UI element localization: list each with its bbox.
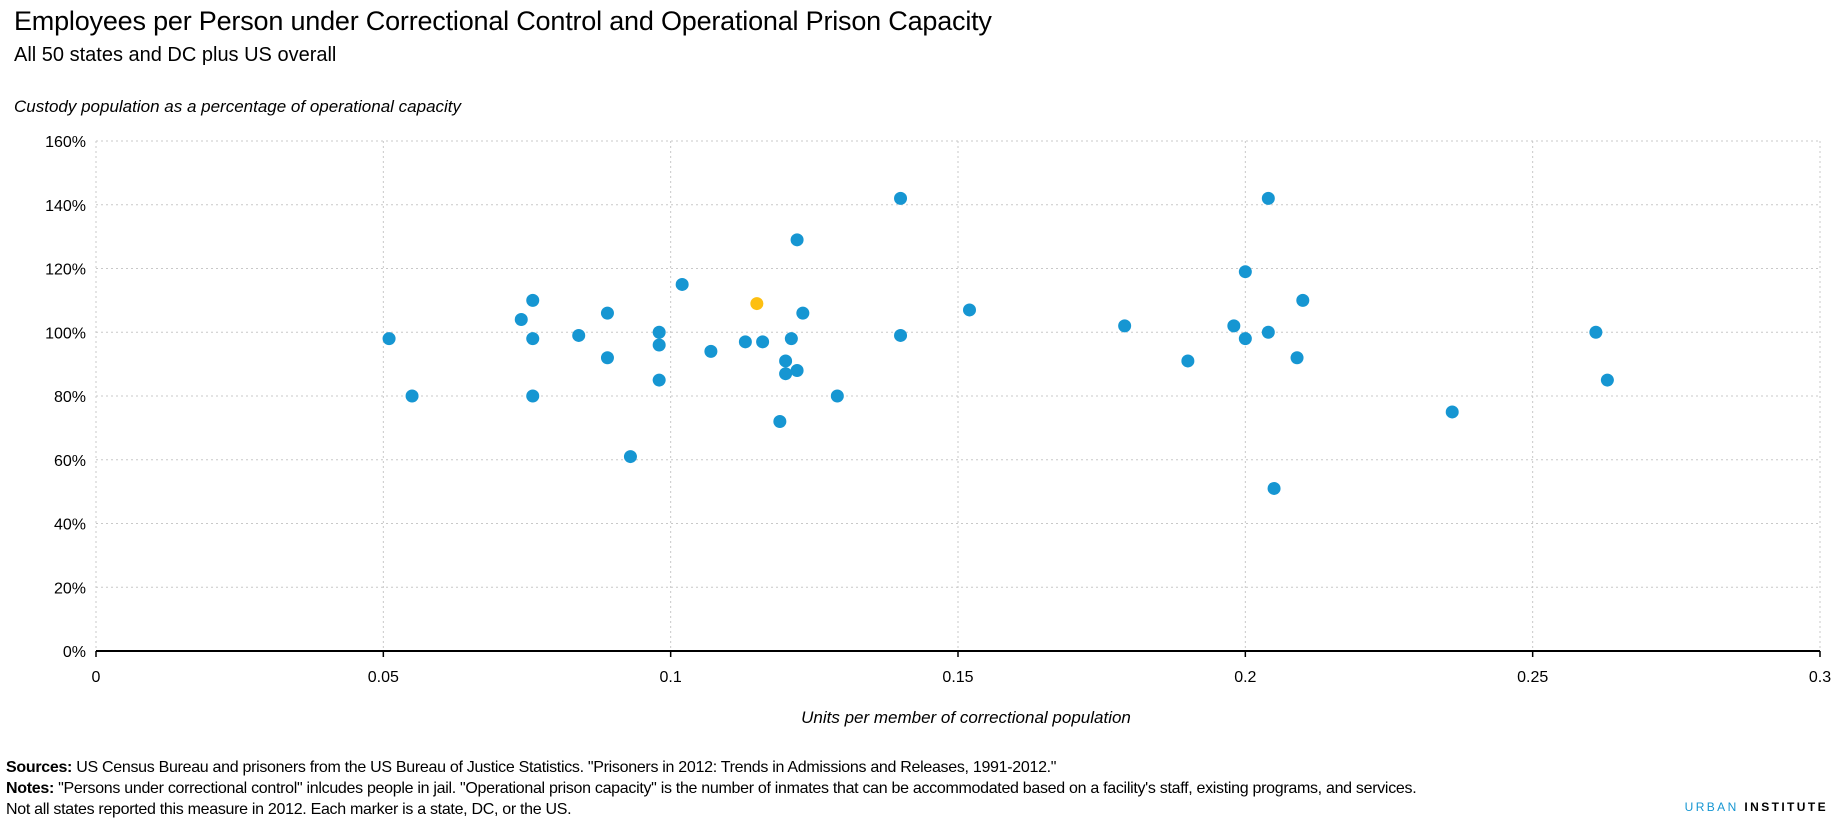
- data-points: [382, 191, 1614, 495]
- data-point: [779, 354, 793, 368]
- data-point: [382, 332, 396, 346]
- y-tick-label: 160%: [45, 134, 86, 151]
- data-point: [796, 306, 810, 320]
- y-tick-label: 80%: [54, 389, 86, 406]
- data-point: [784, 332, 798, 346]
- data-point: [779, 367, 793, 381]
- data-point: [652, 373, 666, 387]
- data-point: [1589, 325, 1603, 339]
- data-point: [526, 332, 540, 346]
- data-point: [830, 389, 844, 403]
- data-point: [894, 328, 908, 342]
- footnotes: Sources: US Census Bureau and prisoners …: [6, 757, 1417, 820]
- brand-urban: URBAN: [1684, 800, 1739, 814]
- y-axis-label: Custody population as a percentage of op…: [14, 97, 463, 116]
- data-point: [704, 344, 718, 358]
- data-point: [790, 364, 804, 377]
- axes: [95, 141, 1821, 657]
- data-point: [1261, 191, 1275, 205]
- y-tick-label: 100%: [45, 325, 86, 342]
- y-tick-label: 120%: [45, 262, 86, 279]
- x-axis-label: Units per member of correctional populat…: [801, 708, 1131, 727]
- data-point-us: [750, 297, 764, 311]
- data-point: [1267, 481, 1281, 495]
- data-point: [1445, 405, 1459, 419]
- data-point: [514, 313, 528, 326]
- data-point: [1261, 325, 1275, 339]
- sources-line: Sources: US Census Bureau and prisoners …: [6, 757, 1416, 778]
- y-tick-label: 60%: [54, 453, 86, 470]
- data-point: [623, 450, 637, 464]
- data-point: [1227, 319, 1241, 333]
- data-point: [773, 415, 787, 428]
- x-tick-label: 0.05: [368, 669, 399, 686]
- data-point: [894, 191, 908, 205]
- y-tick-label: 20%: [54, 580, 86, 597]
- data-point: [526, 389, 540, 403]
- data-point: [600, 306, 614, 320]
- sources-label: Sources:: [6, 759, 73, 776]
- data-point: [1238, 332, 1252, 346]
- grid-lines: [96, 140, 1821, 651]
- x-tick-label: 0: [92, 669, 101, 686]
- data-point: [1181, 354, 1195, 368]
- data-point: [790, 233, 804, 247]
- data-point: [675, 277, 689, 291]
- data-point: [1600, 373, 1614, 387]
- data-point: [600, 351, 614, 365]
- notes-label: Notes:: [6, 780, 54, 797]
- x-tick-label: 0.25: [1517, 669, 1548, 686]
- data-point: [652, 338, 666, 352]
- notes-line-2: Not all states reported this measure in …: [6, 801, 572, 818]
- data-point: [1238, 265, 1252, 279]
- x-tick-label: 0.15: [942, 669, 973, 686]
- y-tick-label: 0%: [63, 644, 86, 661]
- scatter-chart: 0% 20% 40% 60% 80% 100% 120% 140% 160% 0 0.05 0.1 0.…: [14, 97, 1831, 727]
- data-point: [738, 335, 752, 349]
- data-point: [756, 335, 770, 349]
- brand-institute: INSTITUTE: [1744, 800, 1828, 814]
- notes-text: "Persons under correctional control" inl…: [53, 780, 1417, 797]
- data-point: [962, 303, 976, 317]
- sources-text: US Census Bureau and prisoners from the …: [72, 759, 1057, 776]
- data-point: [1296, 293, 1310, 307]
- notes-line: Notes: "Persons under correctional contr…: [6, 778, 1417, 799]
- x-tick-label: 0.1: [660, 669, 682, 686]
- x-tick-label: 0.2: [1234, 669, 1256, 686]
- y-tick-label: 140%: [45, 198, 86, 215]
- data-point: [405, 389, 419, 403]
- chart-title: Employees per Person under Correctional …: [14, 6, 992, 36]
- data-point: [526, 293, 540, 307]
- tick-labels: 0% 20% 40% 60% 80% 100% 120% 140% 160% 0 0.05 0.1 0.…: [45, 134, 1831, 686]
- data-point: [1118, 319, 1132, 333]
- urban-institute-logo: URBAN INSTITUTE: [1685, 800, 1828, 814]
- data-point: [572, 328, 586, 342]
- data-point: [652, 325, 666, 339]
- x-tick-label: 0.3: [1809, 669, 1831, 686]
- y-tick-label: 40%: [54, 517, 86, 534]
- chart-subtitle: All 50 states and DC plus US overall: [14, 44, 337, 66]
- data-point: [1290, 351, 1304, 365]
